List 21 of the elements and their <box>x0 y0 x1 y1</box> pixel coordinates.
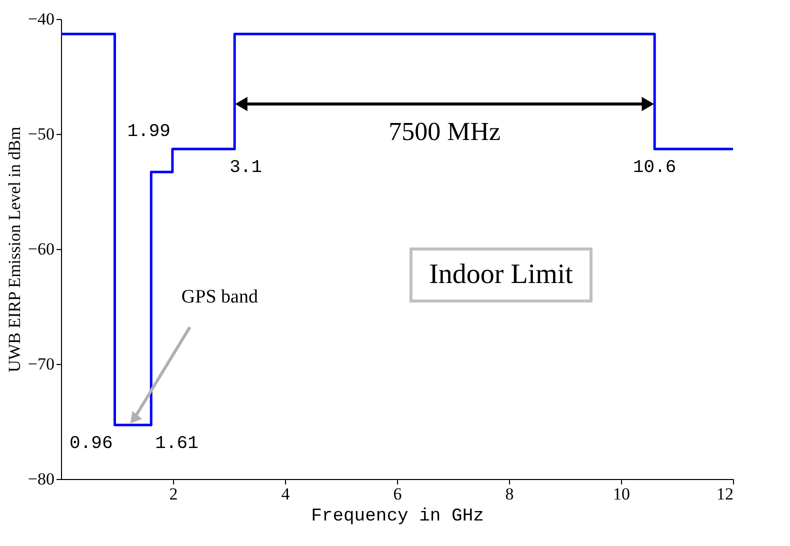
x-tick-label: 6 <box>393 484 402 504</box>
y-axis-title: UWB EIRP Emission Level in dBm <box>4 126 24 372</box>
annotation: Indoor Limit <box>429 259 574 290</box>
annotation: 1.61 <box>155 434 198 454</box>
annotation: 10.6 <box>632 158 676 178</box>
y-tick-label: −80 <box>28 470 54 488</box>
x-tick-label: 2 <box>169 484 178 504</box>
y-tick-label: −40 <box>28 10 54 28</box>
y-tick-label: −70 <box>28 354 54 374</box>
x-tick-label: 10 <box>613 484 630 504</box>
annotation: GPS band <box>181 286 258 308</box>
y-tick-label: −60 <box>28 240 54 258</box>
annotation: 1.99 <box>127 122 170 142</box>
x-tick-label: 4 <box>281 484 290 504</box>
annotation: 0.96 <box>70 434 113 454</box>
annotation: 7500 MHz <box>388 117 501 146</box>
x-tick-label: 12 <box>716 484 734 504</box>
y-tick-label: −50 <box>28 124 54 144</box>
x-tick-label: 8 <box>505 484 514 504</box>
x-axis-title: Frequency in GHz <box>311 506 484 526</box>
annotation: 3.1 <box>230 158 262 178</box>
